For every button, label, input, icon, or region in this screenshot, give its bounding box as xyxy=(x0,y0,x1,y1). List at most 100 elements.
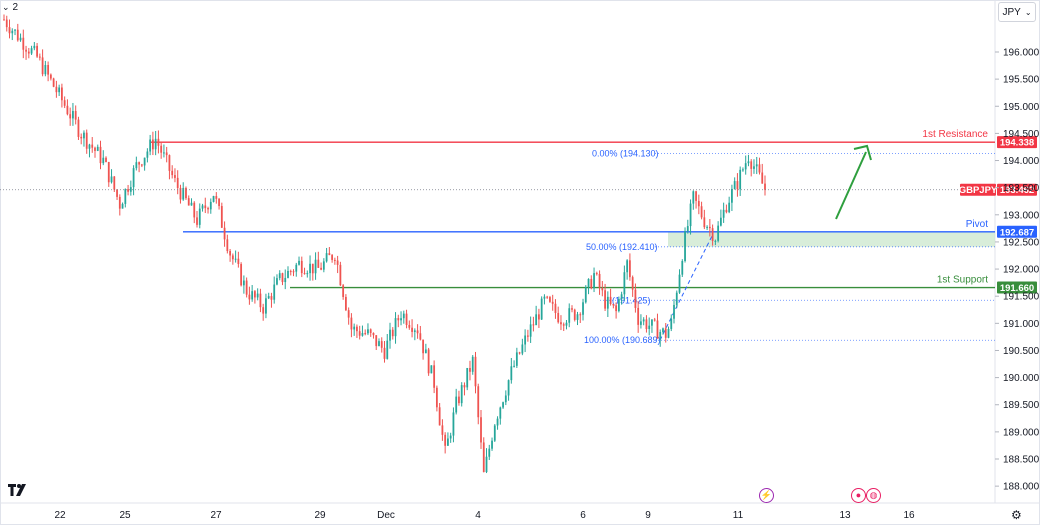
x-tick-label: 16 xyxy=(903,510,915,521)
candle-body xyxy=(160,145,163,153)
candle-body xyxy=(750,161,753,169)
candle-body xyxy=(435,387,438,408)
candle-body xyxy=(662,328,664,332)
candle-body xyxy=(287,270,289,278)
candle-body xyxy=(424,349,427,354)
candle-body xyxy=(77,119,80,137)
candle-body xyxy=(452,412,455,436)
candle-body xyxy=(3,19,5,21)
candle-body xyxy=(295,264,298,272)
candle-body xyxy=(590,278,593,289)
currency-label: JPY xyxy=(1002,6,1021,18)
tradingview-logo-icon[interactable] xyxy=(8,484,30,499)
candle-body xyxy=(394,318,397,337)
candle-body xyxy=(670,318,673,329)
candle-body xyxy=(146,151,149,158)
candle-body xyxy=(270,296,273,300)
candle-body xyxy=(466,367,469,388)
candle-body xyxy=(764,183,766,190)
level-price-tag xyxy=(997,136,1037,149)
candle-body xyxy=(731,188,733,203)
candle-body xyxy=(391,329,394,337)
candle-body xyxy=(645,319,648,330)
candle-body xyxy=(367,329,369,334)
candle-body xyxy=(292,271,295,273)
pivot-zone-layer xyxy=(668,231,995,247)
candle-body xyxy=(289,270,292,272)
candle-body xyxy=(174,175,176,178)
candle-body xyxy=(642,319,645,322)
candle-body xyxy=(383,347,386,359)
last-price-tag xyxy=(997,183,1037,196)
fibonacci-layer: 0.00% (194.130) 50.00% (192.410) (191.425)… xyxy=(584,148,995,345)
candle-body xyxy=(504,395,507,403)
flash-event-icon[interactable]: ⚡ xyxy=(759,488,774,503)
level-name: 1st Support xyxy=(937,275,988,286)
currency-selector[interactable]: JPY ⌄ xyxy=(998,2,1036,22)
y-tick-label: 190.000 xyxy=(1003,373,1040,384)
candle-body xyxy=(91,144,94,148)
candle-body xyxy=(342,285,345,297)
candle-body xyxy=(587,278,590,287)
candles-layer xyxy=(3,14,766,474)
candle-body xyxy=(242,280,245,286)
candle-body xyxy=(306,273,309,275)
candle-body xyxy=(631,277,634,290)
candle-body xyxy=(640,321,642,325)
candle-body xyxy=(513,365,515,367)
candle-body xyxy=(215,196,218,199)
candle-body xyxy=(118,196,121,209)
candle-body xyxy=(193,202,196,218)
candle-body xyxy=(69,114,72,119)
candle-body xyxy=(458,396,460,404)
candle-body xyxy=(502,402,504,408)
candle-body xyxy=(477,386,480,418)
candle-body xyxy=(364,333,367,335)
candle-body xyxy=(637,307,640,325)
candle-body xyxy=(557,312,560,323)
candle-body xyxy=(460,385,463,404)
candle-body xyxy=(52,78,55,87)
candle-body xyxy=(493,425,496,441)
candle-body xyxy=(234,258,237,260)
candle-body xyxy=(212,196,215,202)
settings-icon[interactable]: ⚙ xyxy=(1011,508,1022,522)
indicator-toggle[interactable]: ⌄ 2 xyxy=(2,2,18,13)
candle-body xyxy=(708,226,711,229)
candle-body xyxy=(615,305,618,312)
candle-body xyxy=(568,308,571,323)
candle-body xyxy=(105,157,107,163)
candle-body xyxy=(725,209,728,213)
candle-body xyxy=(571,308,573,310)
candle-body xyxy=(455,396,458,413)
candle-body xyxy=(36,45,38,57)
candle-body xyxy=(143,157,146,166)
candle-body xyxy=(83,132,85,139)
candle-body xyxy=(438,407,441,426)
fib-level-label: 100.00% (190.689) xyxy=(584,335,661,345)
candle-body xyxy=(256,293,259,298)
candle-body xyxy=(405,313,408,326)
candle-body xyxy=(375,335,378,347)
candle-body xyxy=(171,170,174,176)
candle-body xyxy=(430,365,433,374)
candle-body xyxy=(303,273,306,275)
candle-body xyxy=(66,105,69,115)
candle-body xyxy=(576,314,579,320)
candle-body xyxy=(220,206,223,228)
record-event-icon[interactable]: ● xyxy=(851,488,866,503)
candle-body xyxy=(44,64,47,75)
y-tick-label: 191.500 xyxy=(1003,292,1040,303)
candle-body xyxy=(185,187,187,199)
candle-body xyxy=(96,146,99,151)
globe-event-icon[interactable]: ◍ xyxy=(866,488,881,503)
candle-body xyxy=(5,19,8,28)
candle-body xyxy=(190,202,193,206)
candle-body xyxy=(758,164,761,173)
candle-body xyxy=(168,155,171,171)
fib-level-label: (191.425) xyxy=(612,295,651,305)
candle-body xyxy=(276,278,278,285)
candle-body xyxy=(254,291,256,298)
